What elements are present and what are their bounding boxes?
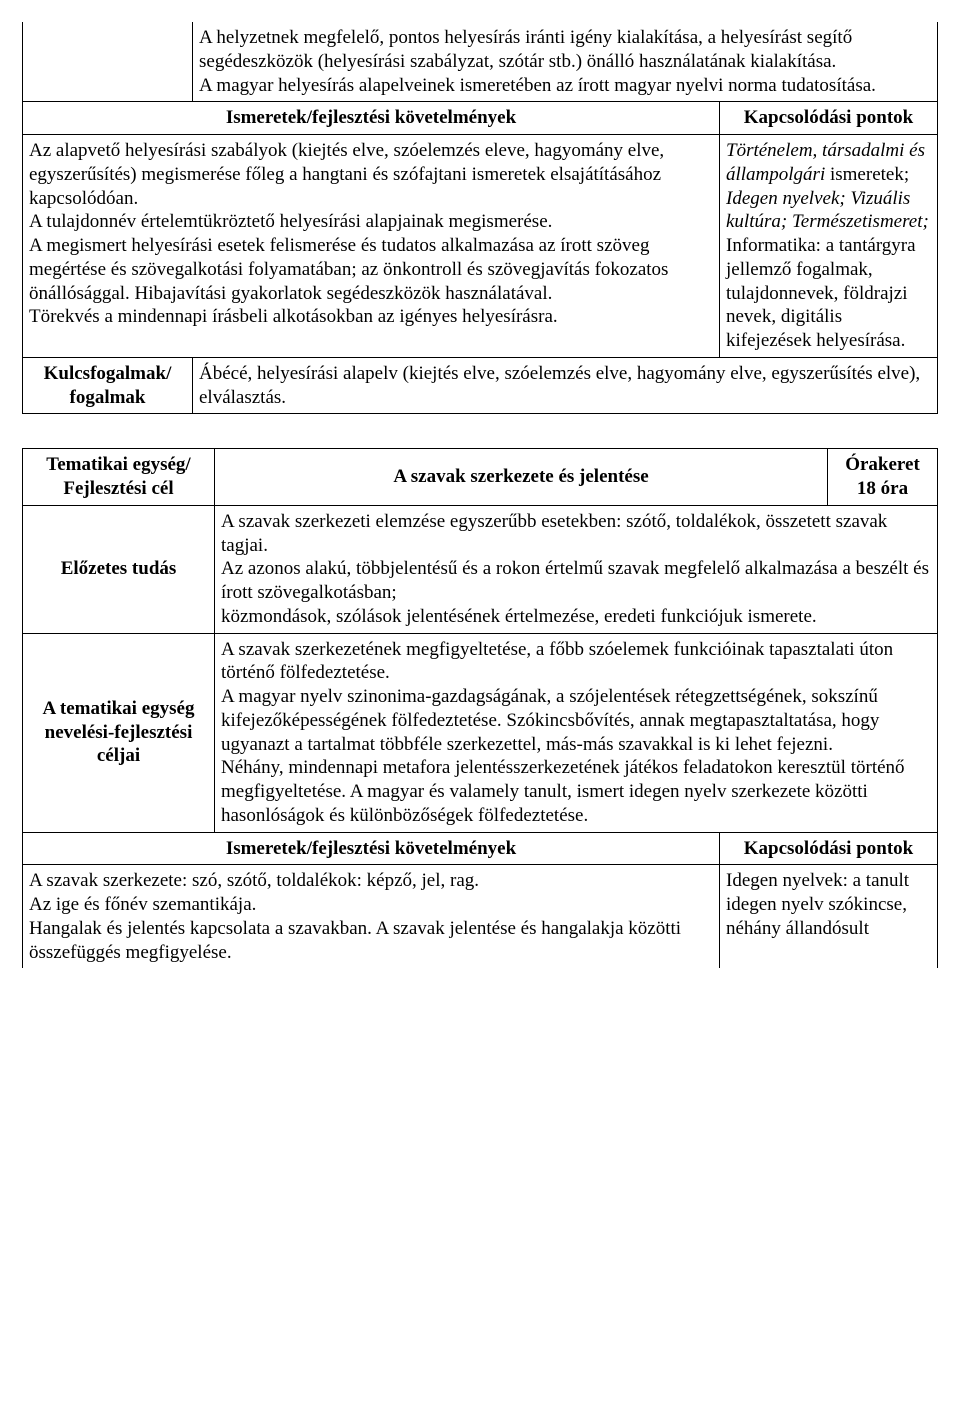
requirements-body: Az alapvető helyesírási szabályok (kiejt… xyxy=(23,135,720,358)
requirements-body-2: A szavak szerkezete: szó, szótő, toldalé… xyxy=(23,865,720,969)
intro-text: A helyzetnek megfelelő, pontos helyesírá… xyxy=(193,22,938,102)
key-concepts-label: Kulcsfogalmak/ fogalmak xyxy=(23,357,193,414)
curriculum-table-1: A helyzetnek megfelelő, pontos helyesírá… xyxy=(22,22,938,414)
prior-knowledge-label: Előzetes tudás xyxy=(23,505,215,633)
goals-text: A szavak szerkezetének megfigyeltetése, … xyxy=(215,633,938,832)
prior-knowledge-text: A szavak szerkezeti elemzése egyszerűbb … xyxy=(215,505,938,633)
thematic-unit-title: A szavak szerkezete és jelentése xyxy=(215,449,828,506)
key-concepts-text: Ábécé, helyesírási alapelv (kiejtés elve… xyxy=(193,357,938,414)
curriculum-table-2: Tematikai egység/ Fejlesztési cél A szav… xyxy=(22,448,938,968)
section-header-requirements-2: Ismeretek/fejlesztési követelmények xyxy=(23,832,720,865)
connections-body-2: Idegen nyelvek: a tanult idegen nyelv sz… xyxy=(720,865,938,969)
hours-label: Órakeret 18 óra xyxy=(828,449,938,506)
section-header-connections-2: Kapcsolódási pontok xyxy=(720,832,938,865)
section-header-connections: Kapcsolódási pontok xyxy=(720,102,938,135)
connections-body: Történelem, társadalmi és állampolgári i… xyxy=(720,135,938,358)
section-header-requirements: Ismeretek/fejlesztési követelmények xyxy=(23,102,720,135)
goals-label: A tematikai egység nevelési-fejlesztési … xyxy=(23,633,215,832)
thematic-unit-label: Tematikai egység/ Fejlesztési cél xyxy=(23,449,215,506)
